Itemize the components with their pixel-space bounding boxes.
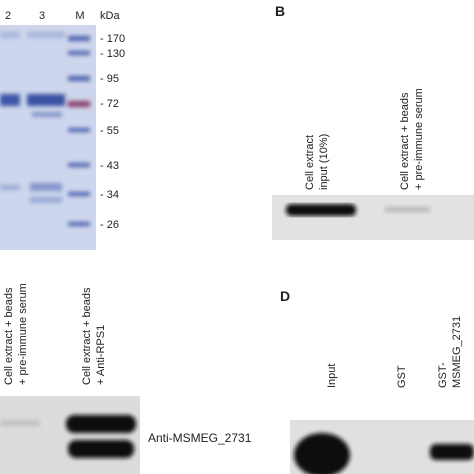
unit-label: kDa xyxy=(100,10,120,22)
marker-label: - 26 xyxy=(100,219,119,231)
blot-bands xyxy=(0,415,136,458)
panel-label: B xyxy=(275,3,285,19)
blot-bands xyxy=(294,433,474,474)
blot-bands xyxy=(286,204,430,216)
marker-label: - 170 xyxy=(100,33,125,45)
panel-c: Cell extract + beads + pre-immune serum … xyxy=(0,283,252,474)
lane-label: 3 xyxy=(39,10,45,22)
panel-label: D xyxy=(280,288,290,304)
blot xyxy=(272,195,474,240)
blot xyxy=(0,396,140,474)
lane-label: M xyxy=(75,10,84,22)
gel-bands xyxy=(0,32,90,226)
lane-label: + pre-immune serum xyxy=(413,88,425,190)
gel xyxy=(0,25,96,250)
lane-label: + pre-immune serum xyxy=(17,283,29,385)
lane-label: Cell extract + beads xyxy=(399,92,411,190)
marker-label: - 34 xyxy=(100,189,119,201)
lane-label: 2 xyxy=(5,10,11,22)
marker-label: - 55 xyxy=(100,125,119,137)
lane-label: + Anti-RPS1 xyxy=(95,325,107,385)
lane-label: Cell extract xyxy=(304,135,316,190)
lane-label: GST xyxy=(396,365,408,388)
panel-d: D Input GST GST- MSMEG_2731 xyxy=(280,288,474,474)
marker-label: - 43 xyxy=(100,160,119,172)
antibody-label: Anti-MSMEG_2731 xyxy=(148,431,252,445)
lane-label: Cell extract + beads xyxy=(3,287,15,385)
lane-label: Input xyxy=(326,364,338,388)
panel-b: B Cell extract input (10%) Cell extract … xyxy=(272,3,474,240)
lane-label: GST- xyxy=(437,362,449,388)
lane-label: MSMEG_2731 xyxy=(451,316,463,388)
panel-a: 2 3 M kDa - 170 - 130 - 95 - 72 - 55 - 4… xyxy=(0,10,125,250)
marker-label: - 130 xyxy=(100,48,125,60)
lane-label: Cell extract + beads xyxy=(81,287,93,385)
marker-label: - 72 xyxy=(100,98,119,110)
lane-label: input (10%) xyxy=(318,134,330,190)
marker-label: - 95 xyxy=(100,73,119,85)
